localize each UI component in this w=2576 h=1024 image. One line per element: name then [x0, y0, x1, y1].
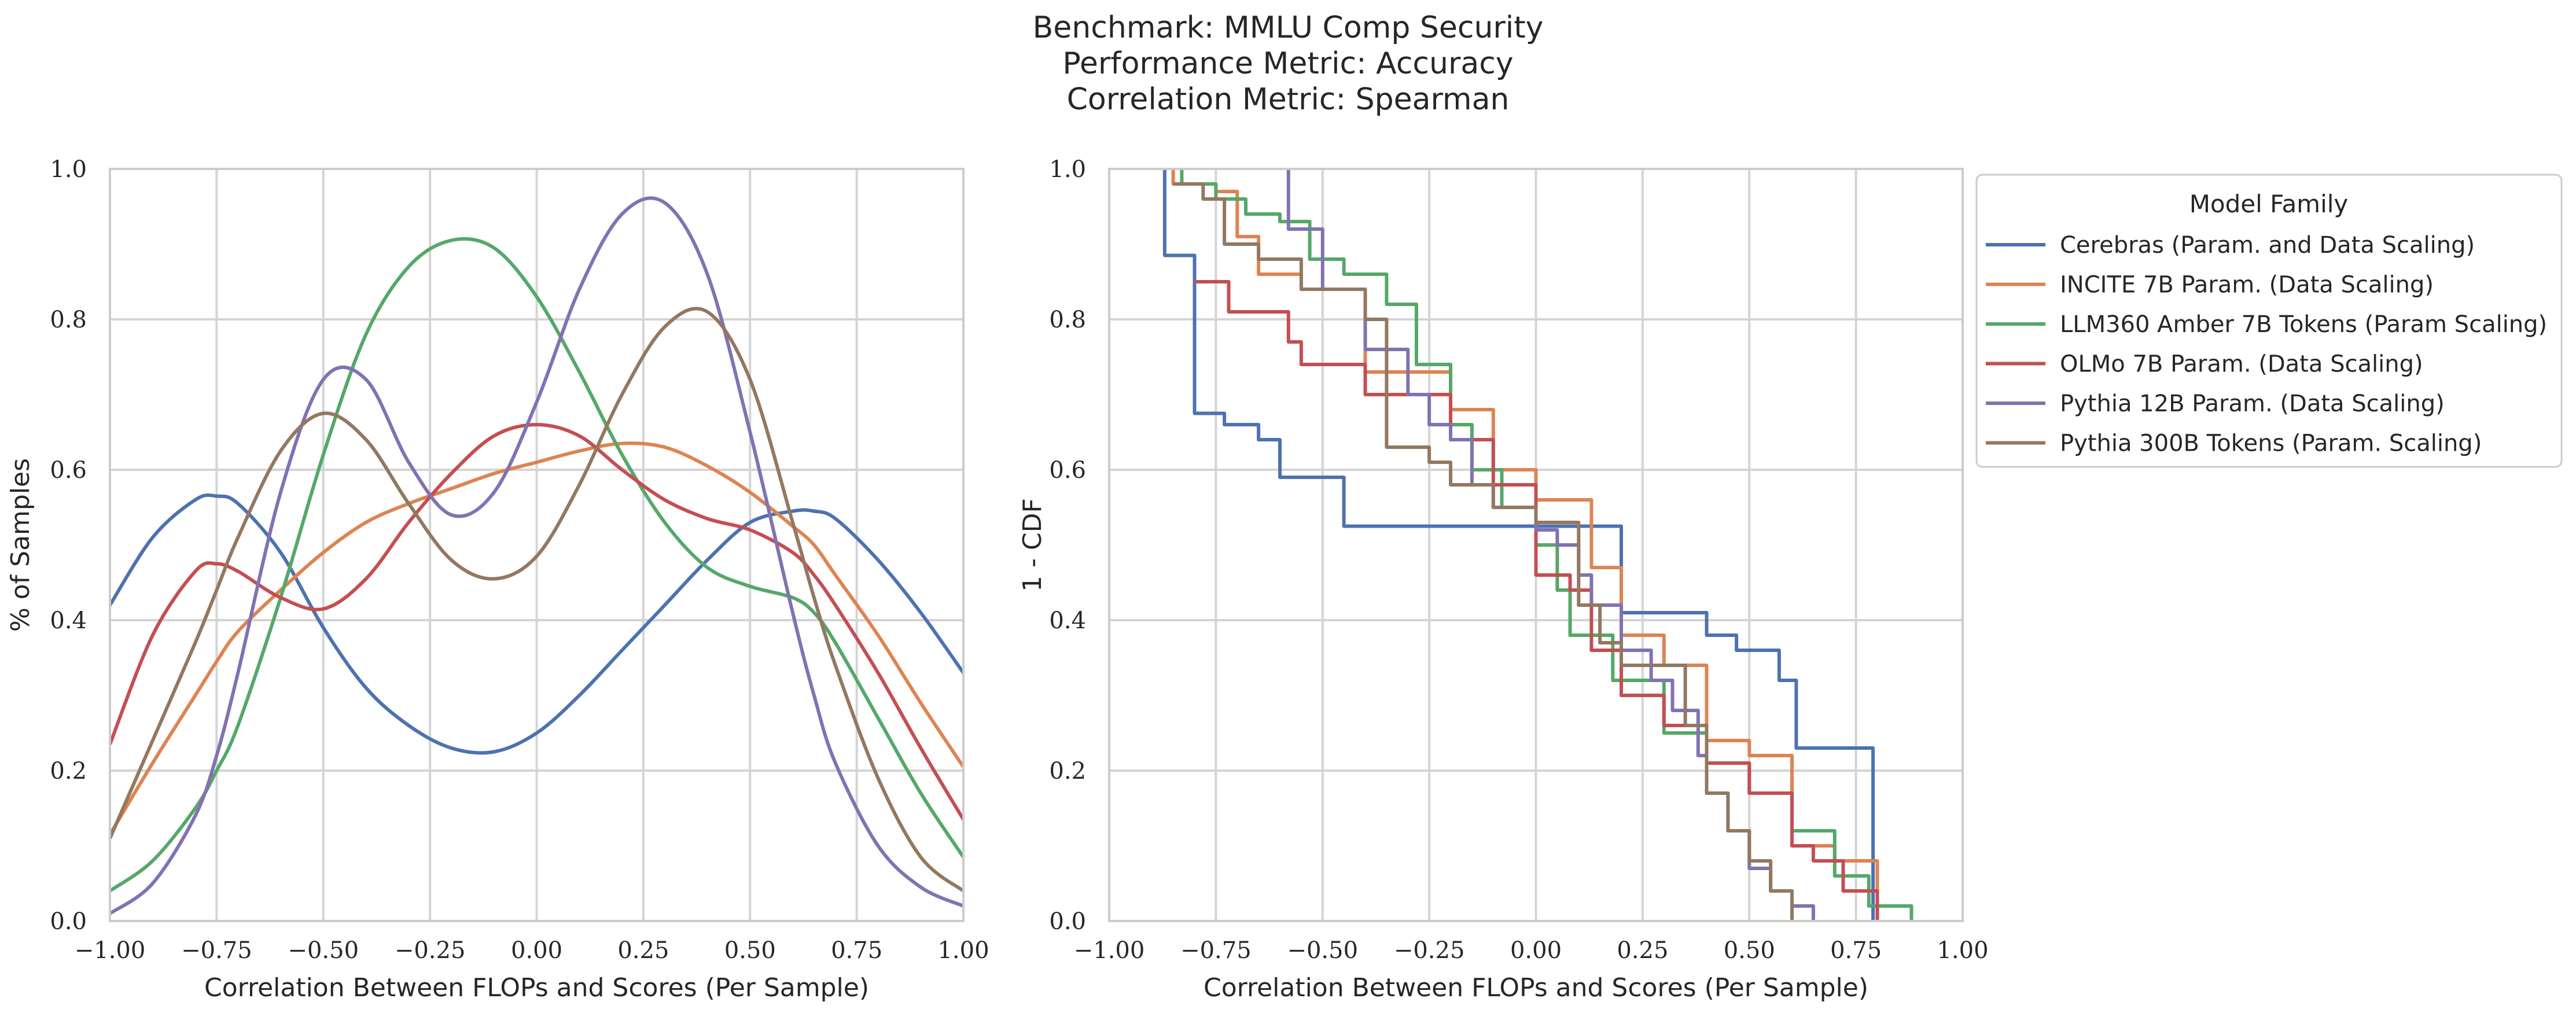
cdf-series-pythia-300b-tokens-param-scaling	[1173, 182, 1794, 921]
kde-series-incite-7b-param-data-scaling	[108, 441, 965, 836]
legend-item-cerebras-param-and-data-scaling: Cerebras (Param. and Data Scaling)	[1986, 232, 2475, 259]
kde-y-axis-label: % of Samples	[6, 458, 35, 632]
cdf-x-tick-label: 0.50	[1724, 937, 1775, 964]
kde-x-tick-label: 0.25	[617, 937, 669, 964]
legend-item-incite-7b-param-data-scaling: INCITE 7B Param. (Data Scaling)	[1986, 272, 2434, 299]
legend-item-pythia-300b-tokens-param-scaling: Pythia 300B Tokens (Param. Scaling)	[1986, 430, 2482, 457]
cdf-x-tick-label: 1.00	[1937, 937, 1988, 964]
kde-y-tick-label: 0.4	[50, 607, 87, 634]
legend-label: Pythia 300B Tokens (Param. Scaling)	[2060, 430, 2482, 457]
title-line-2: Performance Metric: Accuracy	[1062, 46, 1513, 81]
title-line-3: Correlation Metric: Spearman	[1067, 82, 1510, 117]
cdf-panel: −1.00 −0.75 −0.50 −0.25 0.00 0.25 0.50 0.75 1.00…	[1018, 156, 1989, 1003]
legend-item-pythia-12b-param-data-scaling: Pythia 12B Param. (Data Scaling)	[1986, 391, 2445, 417]
legend-label: Pythia 12B Param. (Data Scaling)	[2060, 391, 2445, 417]
kde-x-tick-label: 0.00	[511, 937, 562, 964]
legend-title: Model Family	[2189, 190, 2349, 218]
legend-label: Cerebras (Param. and Data Scaling)	[2060, 232, 2475, 259]
kde-x-tick-label: −0.25	[395, 937, 466, 964]
figure-title: Benchmark: MMLU Comp Security Performanc…	[1033, 10, 1544, 117]
cdf-x-tick-label: 0.00	[1510, 937, 1562, 964]
cdf-x-tick-label: −1.00	[1074, 937, 1145, 964]
kde-x-tick-label: −1.00	[75, 937, 146, 964]
kde-axes-frame	[109, 168, 965, 922]
legend: Model Family Cerebras (Param. and Data S…	[1975, 174, 2563, 468]
cdf-x-tick-label: −0.50	[1287, 937, 1358, 964]
kde-series-olmo-7b-param-data-scaling	[108, 423, 965, 821]
cdf-x-tick-label: 0.25	[1617, 937, 1668, 964]
cdf-x-tick-label: 0.75	[1830, 937, 1882, 964]
cdf-series-llm360-amber-7b-tokens-param-scaling	[1180, 169, 1913, 921]
cdf-series-cerebras-param-and-data-scaling	[1162, 169, 1875, 921]
cdf-x-axis-label: Correlation Between FLOPs and Scores (Pe…	[1204, 973, 1868, 1003]
kde-x-axis-label: Correlation Between FLOPs and Scores (Pe…	[204, 973, 869, 1003]
title-line-1: Benchmark: MMLU Comp Security	[1033, 10, 1544, 45]
cdf-y-tick-label: 1.0	[1049, 156, 1086, 183]
cdf-y-tick-label: 0.4	[1049, 607, 1086, 634]
legend-label: LLM360 Amber 7B Tokens (Param Scaling)	[2060, 311, 2547, 338]
kde-x-tick-label: 1.00	[937, 937, 989, 964]
kde-y-tick-label: 0.6	[50, 457, 87, 484]
cdf-y-tick-label: 0.8	[1049, 307, 1086, 333]
kde-y-tick-label: 0.8	[50, 307, 87, 333]
legend-box	[1975, 174, 2563, 468]
kde-x-tick-label: −0.75	[181, 937, 252, 964]
kde-series-pythia-12b-param-data-scaling	[109, 196, 965, 915]
kde-series-pythia-300b-tokens-param-scaling	[108, 307, 965, 893]
cdf-axes-frame	[1108, 168, 1964, 922]
legend-label: OLMo 7B Param. (Data Scaling)	[2060, 351, 2423, 378]
legend-label: INCITE 7B Param. (Data Scaling)	[2060, 272, 2434, 299]
kde-panel: −1.00 −0.75 −0.50 −0.25 0.00 0.25 0.50 0.75 1.00…	[6, 156, 989, 1003]
cdf-x-tick-label: −0.25	[1394, 937, 1465, 964]
kde-x-tick-label: 0.50	[724, 937, 776, 964]
cdf-x-tick-label: −0.75	[1180, 937, 1252, 964]
kde-y-tick-label: 0.2	[50, 758, 87, 784]
kde-y-tick-label: 0.0	[50, 908, 87, 935]
kde-x-tick-label: −0.50	[288, 937, 359, 964]
cdf-y-axis-label: 1 - CDF	[1018, 498, 1047, 592]
legend-item-llm360-amber-7b-tokens-param-scaling: LLM360 Amber 7B Tokens (Param Scaling)	[1986, 311, 2547, 338]
kde-y-tick-label: 1.0	[50, 156, 87, 183]
kde-series-cerebras-param-and-data-scaling	[108, 493, 965, 755]
kde-x-tick-label: 0.75	[831, 937, 882, 964]
cdf-y-tick-label: 0.6	[1049, 457, 1086, 484]
cdf-y-tick-label: 0.2	[1049, 758, 1086, 784]
legend-item-olmo-7b-param-data-scaling: OLMo 7B Param. (Data Scaling)	[1986, 351, 2423, 378]
cdf-y-tick-label: 0.0	[1049, 908, 1086, 935]
